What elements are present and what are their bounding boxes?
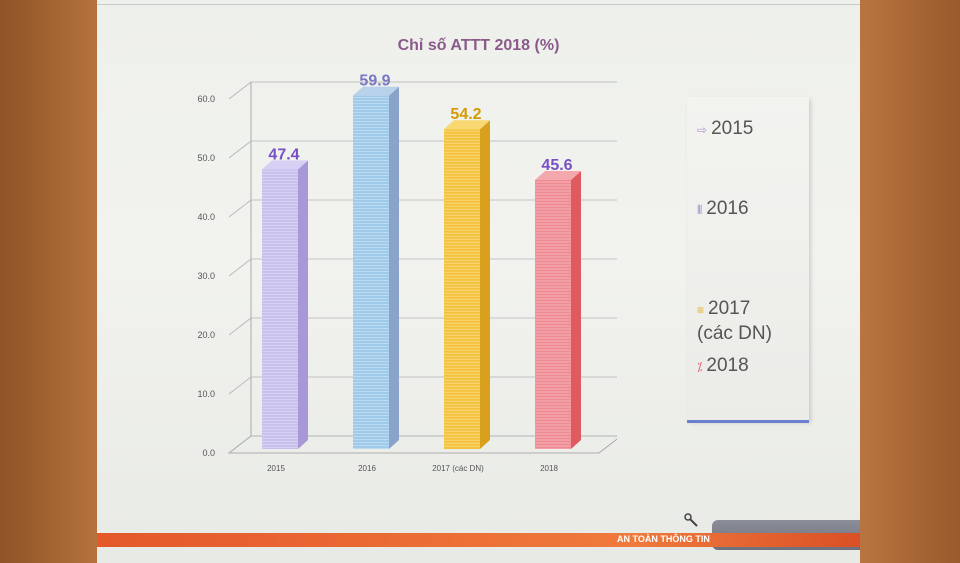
- x-tick-label: 2017 (các DN): [432, 464, 484, 473]
- gridline-depth: [228, 435, 252, 454]
- legend-item-2016: ⦀ 2016: [697, 197, 749, 222]
- projection-screen: Chỉ số ATTT 2018 (%) 0.0 10.0 20.0 30.0 40.0…: [97, 0, 860, 563]
- bar-side: [571, 170, 581, 449]
- footer-label: AN TOÀN THÔNG TIN: [617, 534, 710, 544]
- y-tick-label: 20.0: [197, 330, 215, 340]
- gridline-depth: [228, 258, 252, 277]
- bar-side: [389, 86, 399, 449]
- legend-item-2018: ⁒ 2018: [697, 354, 749, 379]
- legend-item-2015: ⇨ 2015: [697, 117, 753, 142]
- bar-top: [262, 160, 308, 170]
- gridline-depth: [228, 140, 252, 159]
- y-tick-label: 50.0: [197, 153, 215, 163]
- legend-underline: [687, 420, 809, 423]
- bar-value-label: 45.6: [541, 157, 572, 174]
- legend-marker-2015: ⇨: [697, 123, 708, 137]
- y-tick-label: 40.0: [197, 212, 215, 222]
- x-tick-label: 2018: [540, 464, 558, 473]
- bar-value-label: 47.4: [268, 146, 299, 163]
- legend-marker-2016: ⦀: [697, 203, 703, 217]
- bar-front: [535, 179, 571, 449]
- bar-side: [298, 160, 308, 449]
- legend-label-2017: 2017 (các DN): [697, 298, 772, 344]
- background-wall-right: [860, 0, 960, 563]
- gridline-depth: [228, 81, 252, 100]
- y-tick-label: 30.0: [197, 271, 215, 281]
- bar-front: [353, 95, 389, 449]
- y-tick-label: 0.0: [202, 448, 215, 458]
- legend-marker-2017: ≡: [697, 303, 705, 317]
- gridline-depth: [228, 376, 252, 395]
- bar-top: [444, 120, 490, 130]
- y-tick-label: 10.0: [197, 389, 215, 399]
- bar-front: [444, 129, 480, 449]
- bar-value-label: 54.2: [450, 106, 481, 123]
- bar-top: [353, 86, 399, 96]
- bar-top: [535, 170, 581, 180]
- chart-title: Chỉ số ATTT 2018 (%): [397, 37, 560, 54]
- x-tick-label: 2015: [267, 464, 285, 473]
- x-tick-label: 2016: [358, 464, 376, 473]
- bar-value-label: 59.9: [359, 73, 390, 90]
- footer-bar: [97, 533, 860, 547]
- legend-marker-2018: ⁒: [697, 360, 703, 374]
- y-tick-label: 60.0: [197, 94, 215, 104]
- legend-label-2018: 2018: [706, 355, 749, 376]
- bar-front: [262, 169, 298, 449]
- legend-item-2017: ≡ 2017 (các DN): [697, 273, 772, 346]
- gridline-depth: [228, 317, 252, 336]
- bar-chart: 0.0 10.0 20.0 30.0 40.0 50.0 60.0 47.4 2015 59.9 2…: [197, 73, 617, 473]
- gridline-depth: [228, 199, 252, 218]
- legend-label-2015: 2015: [711, 118, 754, 139]
- legend: ⇨ 2015 ⦀ 2016 ≡ 2017 (các DN) ⁒ 2018: [687, 97, 809, 421]
- legend-label-2016: 2016: [706, 198, 749, 219]
- pen-icon: [684, 513, 698, 527]
- bar-side: [480, 120, 490, 449]
- header-divider: [97, 4, 860, 5]
- background-wall-left: [0, 0, 97, 563]
